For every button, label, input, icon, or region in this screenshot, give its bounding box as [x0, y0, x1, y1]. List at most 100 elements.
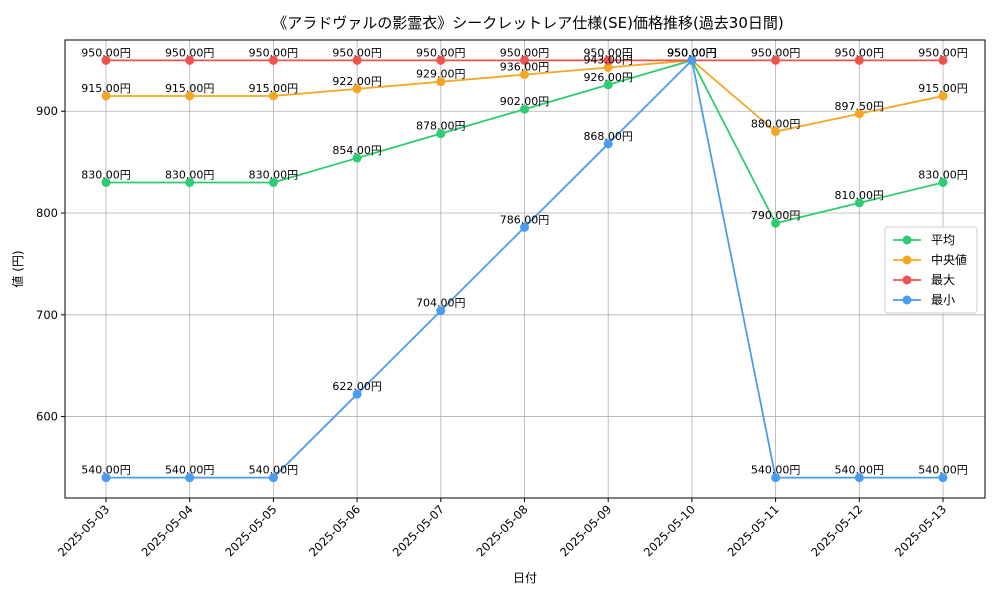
- data-point: [938, 91, 948, 101]
- data-point: [687, 55, 697, 65]
- data-label: 540.00円: [835, 464, 885, 477]
- data-label: 830.00円: [249, 168, 299, 181]
- data-label: 950.00円: [500, 46, 550, 59]
- data-point: [520, 55, 529, 65]
- data-label: 950.00円: [81, 46, 131, 59]
- data-label: 540.00円: [249, 464, 299, 477]
- y-tick-label: 600: [36, 410, 58, 424]
- data-point: [854, 109, 864, 119]
- x-tick-label: 2025-05-10: [641, 502, 698, 559]
- y-tick-label: 900: [36, 104, 58, 118]
- series-layer: [101, 55, 948, 483]
- data-labels: 830.00円 830.00円 830.00円 854.00円 878.00円 902.0…: [81, 46, 968, 476]
- data-label: 915.00円: [165, 82, 215, 95]
- data-point: [185, 473, 195, 483]
- x-tick-label: 2025-05-05: [222, 502, 279, 559]
- data-label: 540.00円: [918, 464, 968, 477]
- x-tick-label: 2025-05-04: [139, 502, 196, 559]
- legend-label: 最小: [931, 293, 955, 307]
- data-point: [185, 177, 195, 187]
- data-point: [352, 389, 362, 399]
- data-label: 854.00円: [332, 144, 382, 157]
- data-point: [520, 70, 529, 80]
- data-point: [938, 55, 948, 65]
- data-label: 926.00円: [583, 71, 633, 84]
- data-point: [520, 104, 529, 114]
- data-point: [771, 218, 781, 228]
- legend-label: 平均: [931, 233, 955, 247]
- data-point: [185, 55, 195, 65]
- data-label: 950.00円: [667, 46, 717, 59]
- data-point: [938, 177, 948, 187]
- chart-title: 《アラドヴァルの影霊衣》シークレットレア仕様(SE)価格推移(過去30日間): [272, 14, 784, 32]
- data-point: [101, 91, 111, 101]
- x-axis: 2025-05-03 2025-05-04 2025-05-05 2025-05-06…: [55, 498, 949, 559]
- data-label: 897.50円: [835, 100, 885, 113]
- data-label: 830.00円: [81, 168, 131, 181]
- data-label: 540.00円: [751, 464, 801, 477]
- x-tick-label: 2025-05-13: [892, 502, 949, 559]
- data-point: [603, 139, 613, 149]
- data-point: [436, 55, 446, 65]
- data-point: [938, 473, 948, 483]
- data-label: 950.00円: [751, 46, 801, 59]
- x-tick-label: 2025-05-08: [473, 502, 530, 559]
- data-label: 950.00円: [165, 46, 215, 59]
- data-point: [101, 55, 111, 65]
- data-label: 830.00円: [165, 168, 215, 181]
- data-label: 902.00円: [500, 95, 550, 108]
- y-axis-label: 値 (円): [10, 250, 25, 287]
- data-point: [352, 55, 362, 65]
- data-point: [268, 91, 278, 101]
- legend-label: 中央値: [931, 252, 967, 267]
- data-label: 915.00円: [81, 82, 131, 95]
- legend-box: [884, 226, 978, 314]
- data-label: 540.00円: [165, 464, 215, 477]
- data-label: 950.00円: [332, 46, 382, 59]
- data-point: [436, 306, 446, 316]
- data-point: [854, 55, 864, 65]
- legend-marker: [902, 235, 912, 245]
- data-label: 878.00円: [416, 120, 466, 133]
- data-point: [603, 62, 613, 72]
- data-point: [268, 177, 278, 187]
- legend-marker: [902, 295, 912, 305]
- data-label: 622.00円: [332, 380, 382, 393]
- y-tick-label: 700: [36, 308, 58, 322]
- data-label: 540.00円: [81, 464, 131, 477]
- data-point: [771, 127, 781, 137]
- data-label: 830.00円: [918, 168, 968, 181]
- data-label: 950.00円: [835, 46, 885, 59]
- legend-marker: [902, 275, 912, 285]
- data-point: [268, 55, 278, 65]
- data-label: 810.00円: [835, 189, 885, 202]
- data-point: [603, 80, 613, 90]
- data-point: [603, 55, 613, 65]
- data-label: 950.00円: [918, 46, 968, 59]
- data-label: 704.00円: [416, 297, 466, 310]
- data-label: 915.00円: [249, 82, 299, 95]
- x-tick-label: 2025-05-07: [390, 502, 447, 559]
- data-point: [771, 55, 781, 65]
- data-label: 915.00円: [918, 82, 968, 95]
- y-tick-label: 800: [36, 206, 58, 220]
- data-point: [185, 91, 195, 101]
- data-point: [436, 129, 446, 139]
- x-tick-label: 2025-05-06: [306, 502, 363, 559]
- data-point: [771, 473, 781, 483]
- data-label: 922.00円: [332, 75, 382, 88]
- data-label: 880.00円: [751, 118, 801, 131]
- data-point: [436, 77, 446, 87]
- legend-marker: [902, 255, 912, 265]
- data-point: [101, 473, 111, 483]
- data-point: [854, 198, 864, 208]
- x-tick-label: 2025-05-11: [725, 502, 782, 559]
- data-point: [352, 153, 362, 163]
- data-label: 936.00円: [500, 61, 550, 74]
- x-tick-label: 2025-05-12: [808, 502, 865, 559]
- data-label: 950.00円: [667, 46, 717, 59]
- data-label: 929.00円: [416, 68, 466, 81]
- data-label: 786.00円: [500, 213, 550, 226]
- data-point: [268, 473, 278, 483]
- data-point: [854, 473, 864, 483]
